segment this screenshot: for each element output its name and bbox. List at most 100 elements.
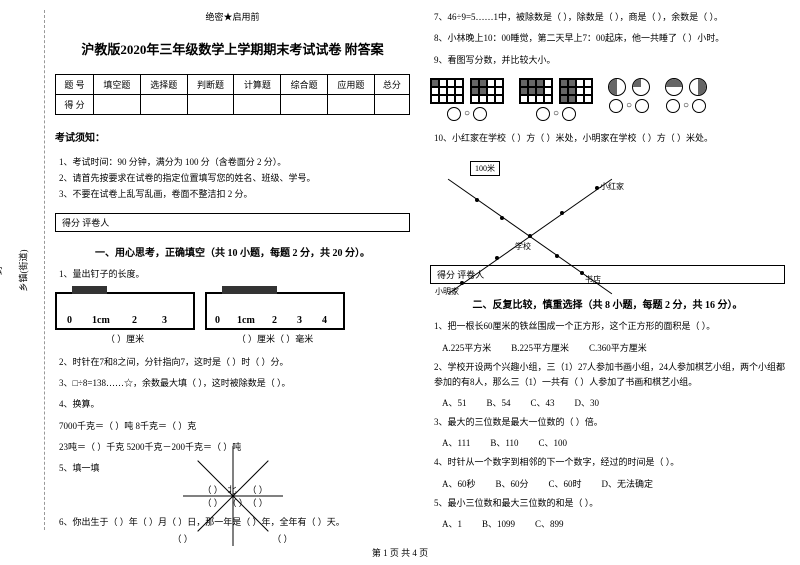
circle-icon [666,99,680,113]
score-cell[interactable] [234,95,281,115]
side-label: 乡镇(街道) [17,249,30,291]
question-1: 1、量出钉子的长度。 [55,267,410,282]
notice-title: 考试须知： [55,129,410,144]
circle-icon [447,107,461,121]
question-10: 10、小红家在学校（ ）方（ ）米处，小明家在学校（ ）方（ ）米处。 [430,131,785,146]
pie-shape [632,78,650,96]
notice-item: 3、不要在试卷上乱写乱画，卷面不整洁扣 2 分。 [59,186,410,202]
question-3: 3、□÷8=138……☆，余数最大填（ ），这时被除数是（ ）。 [55,376,410,391]
circle-icon [473,107,487,121]
s2q4-options: A、60秒 B、60分 C、60时 D、无法确定 [430,477,785,490]
score-header: 填空题 [94,75,141,95]
score-cell[interactable] [187,95,234,115]
ruler-answer: （ ）厘米 [55,332,195,345]
score-header: 题 号 [56,75,94,95]
score-header: 总分 [374,75,409,95]
score-header: 选择题 [140,75,187,95]
score-header: 判断题 [187,75,234,95]
question-2: 2、时针在7和8之间，分针指向7，这时是（ ）时（ ）分。 [55,355,410,370]
score-cell: 得 分 [56,95,94,115]
score-cell[interactable] [328,95,375,115]
page-footer: 第 1 页 共 4 页 [0,546,800,559]
option-d: D、无法确定 [602,477,654,490]
option-b: B、1099 [482,517,515,530]
question-9: 9、看图写分数，并比较大小。 [430,53,785,68]
s2-question-3: 3、最大的三位数是最大一位数的（ ）倍。 [430,415,785,430]
score-header: 计算题 [234,75,281,95]
s2-question-2: 2、学校开设两个兴趣小组，三（1）27人参加书画小组，24人参加棋艺小组，两个小… [430,360,785,391]
score-cell[interactable] [281,95,328,115]
map-center: 学校 [515,241,531,252]
nail-icon [72,286,107,294]
score-cell[interactable] [374,95,409,115]
option-a: A、60秒 [442,477,476,490]
option-a: A、111 [442,436,470,449]
pie-shape [608,78,626,96]
s2q3-options: A、111 B、110 C、100 [430,436,785,449]
fraction-shapes: ○ ○ ○ ○ [430,78,785,121]
map-point: 书店 [585,274,601,285]
option-b: B、54 [487,396,511,409]
grid-shape [430,78,464,104]
score-cell[interactable] [140,95,187,115]
s2-question-5: 5、最小三位数和最大三位数的和是（ ）。 [430,496,785,511]
section-1-title: 一、用心思考，正确填空（共 10 小题，每题 2 分，共 20 分）。 [55,244,410,259]
ruler-1: 0 1cm 2 3 [55,292,195,330]
option-a: A.225平方米 [442,341,491,354]
option-c: C.360平方厘米 [589,341,647,354]
question-4a: 7000千克＝（ ）吨 8千克＝（ ）克 [55,419,410,434]
s2-question-4: 4、时针从一个数字到相邻的下一个数字，经过的时间是（ ）。 [430,455,785,470]
map-point: 小红家 [600,181,624,192]
nail-icon [222,286,277,294]
option-a: A、1 [442,517,462,530]
ruler-diagram: 0 1cm 2 3 （ ）厘米 0 1cm 2 3 4 （ ）厘米（ ）毫米 [55,292,410,345]
grid-shape [519,78,553,104]
grid-shape [470,78,504,104]
notice-item: 1、考试时间：90 分钟，满分为 100 分（含卷面分 2 分）。 [59,154,410,170]
scale-label: 100米 [470,161,500,176]
option-c: C、899 [535,517,564,530]
option-a: A、51 [442,396,467,409]
option-d: D、30 [575,396,600,409]
right-column: 7、46÷9=5……1中，被除数是（ ），除数是（ ），商是（ ），余数是（ ）… [430,10,785,530]
option-c: C、43 [531,396,555,409]
option-c: C、60时 [549,477,582,490]
side-cut: 封 [0,265,4,274]
left-column: 绝密★启用前 沪教版2020年三年级数学上学期期末考试试卷 附答案 题 号 填空… [55,10,410,530]
score-header: 应用题 [328,75,375,95]
question-8: 8、小林晚上10：00睡觉，第二天早上7：00起床，他一共睡了（ ）小时。 [430,31,785,46]
option-b: B、110 [490,436,518,449]
section-scorebox: 得分 评卷人 [55,213,410,232]
s2q5-options: A、1 B、1099 C、899 [430,517,785,530]
option-b: B、60分 [496,477,529,490]
grid-shape [559,78,593,104]
circle-icon [692,99,706,113]
compass-diagram: （ ） 北 （ ） （ ） （ ） （ ） （ ） （ ） [183,487,283,505]
pie-shape [665,78,683,96]
map-diagram: 100米 学校 小红家 小明家 书店 [430,156,630,251]
section-2-title: 二、反复比较，慎重选择（共 8 小题，每题 2 分，共 16 分）。 [430,296,785,311]
score-table: 题 号 填空题 选择题 判断题 计算题 综合题 应用题 总分 得 分 [55,74,410,115]
exam-title: 沪教版2020年三年级数学上学期期末考试试卷 附答案 [55,39,410,58]
circle-icon [609,99,623,113]
question-4: 4、换算。 [55,397,410,412]
confidential-header: 绝密★启用前 [55,10,410,23]
notice-item: 2、请首先按要求在试卷的指定位置填写您的姓名、班级、学号。 [59,170,410,186]
option-b: B.225平方厘米 [511,341,569,354]
circle-icon [635,99,649,113]
option-c: C、100 [539,436,568,449]
pie-shape [689,78,707,96]
score-cell[interactable] [94,95,141,115]
s2q2-options: A、51 B、54 C、43 D、30 [430,396,785,409]
ruler-answer: （ ）厘米（ ）毫米 [205,332,345,345]
ruler-2: 0 1cm 2 3 4 [205,292,345,330]
map-point: 小明家 [435,286,459,297]
s2q1-options: A.225平方米 B.225平方厘米 C.360平方厘米 [430,341,785,354]
binding-margin: 乡镇(街道) 封 线 学校 内 班级 不 姓名 答 学号 题 [15,10,45,530]
score-header: 综合题 [281,75,328,95]
s2-question-1: 1、把一根长60厘米的铁丝围成一个正方形，这个正方形的面积是（ ）。 [430,319,785,334]
circle-icon [536,107,550,121]
notice-list: 1、考试时间：90 分钟，满分为 100 分（含卷面分 2 分）。 2、请首先按… [55,154,410,203]
circle-icon [562,107,576,121]
question-7: 7、46÷9=5……1中，被除数是（ ），除数是（ ），商是（ ），余数是（ ）… [430,10,785,25]
